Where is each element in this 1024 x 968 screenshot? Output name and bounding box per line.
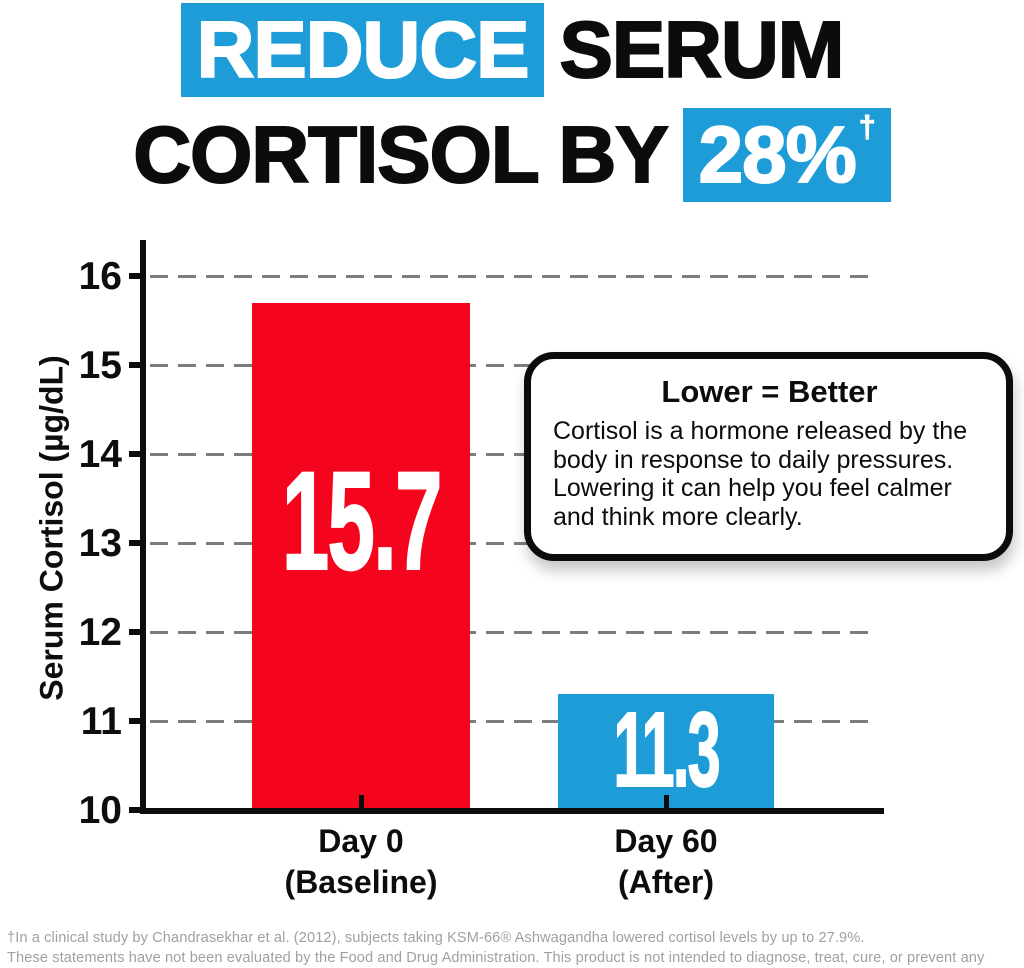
gridline <box>150 275 873 278</box>
headline-highlight-reduce: REDUCE <box>180 3 545 97</box>
bar-day-60: 11.3 <box>558 694 774 812</box>
y-axis-tick <box>129 807 144 813</box>
y-axis-tick <box>129 718 144 724</box>
y-tick-label: 11 <box>80 700 122 743</box>
headline-line-2: CORTISOL BY 28%† <box>132 108 891 202</box>
y-axis-tick <box>129 273 144 279</box>
x-category-sub: (After) <box>618 864 714 900</box>
y-axis-tick <box>129 451 144 457</box>
bar-value-label: 11.3 <box>613 691 721 810</box>
y-tick-label: 13 <box>78 522 122 565</box>
y-axis-line <box>140 240 146 814</box>
gridline <box>150 542 873 545</box>
callout-title: Lower = Better <box>661 374 878 409</box>
dagger-icon: † <box>858 110 876 144</box>
x-category-label: Day 60 (After) <box>506 821 826 903</box>
y-axis-tick <box>129 629 144 635</box>
gridline <box>150 453 873 456</box>
bar-value-label: 15.7 <box>281 442 443 600</box>
gridline <box>150 720 873 723</box>
callout-lower-is-better: Lower = Better Cortisol is a hormone rel… <box>524 352 1013 561</box>
y-tick-label: 10 <box>78 789 122 832</box>
headline-text-cortisol-by: CORTISOL BY <box>132 109 669 200</box>
x-axis-line <box>140 808 884 814</box>
footnote: †In a clinical study by Chandrasekhar et… <box>7 929 1024 968</box>
footnote-line-2: These statements have not been evaluated… <box>7 949 985 966</box>
headline-percent-value: 28% <box>698 109 858 200</box>
bar-day-0: 15.7 <box>252 302 470 812</box>
gridline <box>150 364 873 367</box>
x-category-main: Day 60 <box>614 823 718 859</box>
y-axis-tick <box>129 540 144 546</box>
x-category-main: Day 0 <box>318 823 404 859</box>
headline-text-serum: SERUM <box>558 4 845 95</box>
x-axis-tick <box>664 795 669 808</box>
y-tick-label: 15 <box>78 344 122 387</box>
y-tick-label: 16 <box>78 255 122 298</box>
callout-body: Cortisol is a hormone released by the bo… <box>553 417 968 531</box>
x-category-sub: (Baseline) <box>284 864 438 900</box>
y-axis-tick <box>129 362 144 368</box>
y-tick-label: 12 <box>78 611 122 654</box>
headline-line-1: REDUCE SERUM <box>180 3 845 97</box>
y-tick-label: 14 <box>78 433 122 476</box>
headline: REDUCE SERUM CORTISOL BY 28%† <box>0 3 1024 202</box>
x-category-label: Day 0 (Baseline) <box>201 821 521 903</box>
gridline <box>150 631 873 634</box>
x-axis-tick <box>359 795 364 808</box>
footnote-line-1: †In a clinical study by Chandrasekhar et… <box>7 930 865 946</box>
headline-highlight-28-percent: 28%† <box>682 108 891 202</box>
